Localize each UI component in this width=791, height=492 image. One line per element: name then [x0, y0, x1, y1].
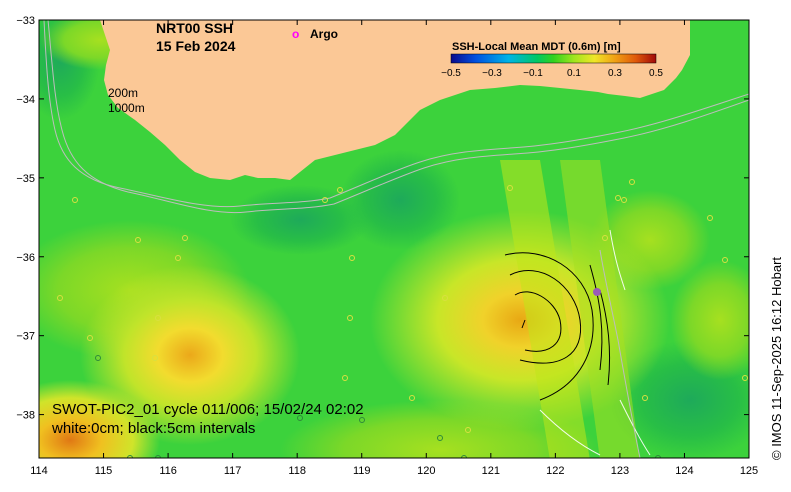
map-title: NRT00 SSH	[156, 20, 233, 36]
swot-black-contours	[504, 252, 611, 401]
lat-tick-label: −38	[16, 410, 35, 422]
plot-frame	[38, 19, 750, 459]
colorbar-tick-label: 0.1	[567, 68, 581, 79]
lon-tick-label: 121	[482, 465, 500, 477]
lon-tick-label: 120	[417, 465, 435, 477]
longitude-axis: 114 115 116 117 118 119 120 121 122 123 124 125	[30, 20, 758, 477]
lon-tick-label: 122	[546, 465, 564, 477]
lon-tick-label: 125	[740, 465, 758, 477]
lat-tick-label: −36	[16, 252, 35, 264]
ssh-field	[39, 20, 749, 458]
isobaths	[43, 20, 749, 458]
latitude-axis: −33 −34 −35 −36 −37 −38	[16, 15, 749, 422]
swot-pass-info: SWOT-PIC2_01 cycle 011/006; 15/02/24 02:…	[52, 401, 364, 418]
swot-white-contours	[539, 229, 651, 456]
colorbar-tick-label: 0.5	[649, 68, 663, 79]
lat-tick-label: −37	[16, 331, 35, 343]
colorbar-tick-label: −0.5	[441, 68, 461, 79]
colorbar-ticks: −0.5 −0.3 −0.1 0.1 0.3 0.5	[441, 68, 663, 79]
argo-legend-symbol: o	[292, 27, 299, 41]
argo-floats	[57, 179, 748, 458]
highlighted-argo-float	[593, 288, 601, 296]
argo-legend-label: Argo	[310, 27, 338, 41]
isobath-label-200m: 200m	[108, 86, 138, 100]
colorbar-title: SSH-Local Mean MDT (0.6m) [m]	[452, 41, 621, 53]
lon-tick-label: 117	[224, 465, 242, 477]
cool-anomaly	[340, 150, 460, 250]
map-date: 15 Feb 2024	[156, 38, 236, 54]
lat-tick-label: −33	[16, 15, 35, 27]
lat-tick-label: −35	[16, 173, 35, 185]
colorbar-tick-label: −0.1	[523, 68, 543, 79]
warm-eddy-southwest	[39, 380, 160, 458]
colorbar-gradient	[450, 53, 657, 64]
lon-tick-label: 114	[30, 465, 48, 477]
lon-tick-label: 119	[353, 465, 371, 477]
colorbar-tick-label: −0.3	[482, 68, 502, 79]
isobath-label-1000m: 1000m	[108, 101, 145, 115]
colorbar-tick-label: 0.3	[608, 68, 622, 79]
lon-tick-label: 124	[675, 465, 693, 477]
cool-anomaly	[230, 185, 370, 255]
swot-contour-info: white:0cm; black:5cm intervals	[51, 420, 255, 437]
warm-patch	[670, 260, 749, 380]
lon-tick-label: 123	[611, 465, 629, 477]
lon-tick-label: 116	[159, 465, 177, 477]
credit-text: © IMOS 11-Sep-2025 16:12 Hobart	[769, 257, 784, 460]
colorbar: SSH-Local Mean MDT (0.6m) [m] −0.5 −0.3 −0…	[441, 41, 663, 79]
lon-tick-label: 115	[95, 465, 113, 477]
lat-tick-label: −34	[16, 94, 35, 106]
lon-tick-label: 118	[288, 465, 306, 477]
